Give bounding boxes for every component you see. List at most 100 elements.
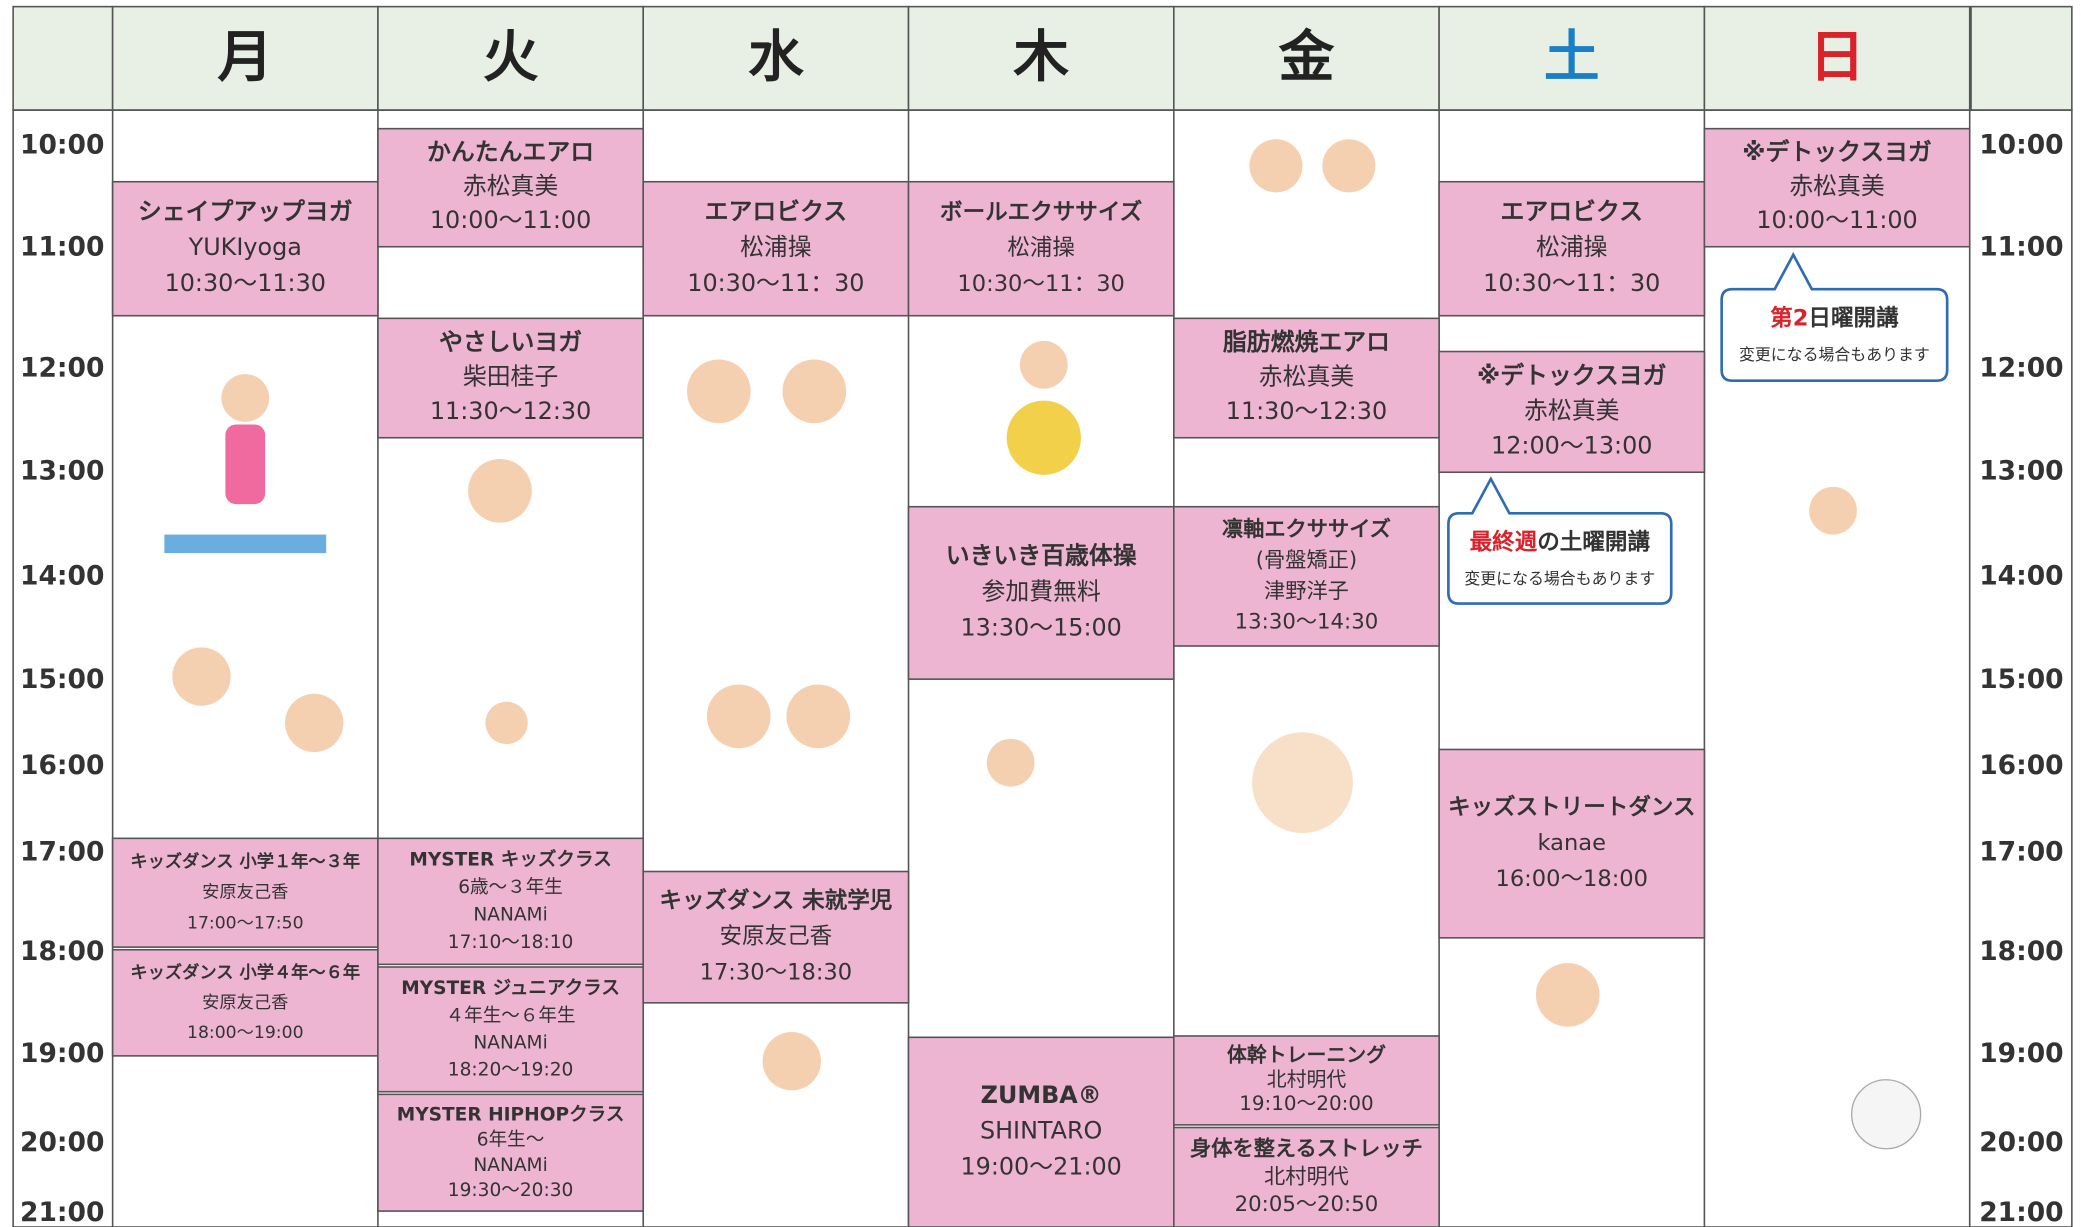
illustration: [1809, 486, 1857, 535]
illustration: [1249, 139, 1303, 193]
class-box: [1173, 317, 1440, 439]
class-box: [1438, 350, 1706, 474]
time-label: 21:00: [20, 1197, 104, 1227]
note-sub: 変更になる場合もあります: [1739, 345, 1930, 364]
header-cell: [642, 5, 910, 111]
time-label: 11:00: [1979, 232, 2063, 263]
note-title: 第2日曜開講: [1770, 304, 1899, 331]
class-detail: 10:30～11：30: [1483, 269, 1660, 297]
class-detail: ４年生～６年生: [446, 1005, 576, 1026]
header-cell: [12, 5, 114, 111]
day-label: 金: [1278, 25, 1335, 90]
class-detail: 赤松真美: [1259, 363, 1354, 391]
class-title: MYSTER ジュニアクラス: [401, 978, 620, 999]
class-detail: 赤松真美: [463, 172, 558, 200]
class-detail: 18:20～19:20: [448, 1060, 574, 1081]
illustration: [221, 374, 270, 422]
class-detail: 6年生～: [477, 1130, 545, 1151]
class-box: [377, 966, 645, 1093]
class-box: [377, 127, 645, 248]
note-text: の土曜開講: [1537, 528, 1650, 555]
callout: [1720, 251, 1949, 383]
header-cell: [1438, 5, 1706, 111]
class-detail: 19:10～20:00: [1239, 1092, 1373, 1115]
class-detail: 10:00～11:00: [1756, 206, 1917, 234]
class-detail: 赤松真美: [1524, 396, 1619, 424]
time-label: 13:00: [20, 456, 104, 487]
time-label: 18:00: [1979, 936, 2063, 967]
class-title: MYSTER キッズクラス: [409, 849, 611, 871]
class-detail: 安原友己香: [719, 924, 832, 950]
class-detail: 19:30～20:30: [448, 1180, 574, 1201]
illustration: [164, 534, 327, 554]
class-detail: 10:30～11：30: [957, 271, 1124, 297]
time-label: 14:00: [20, 561, 104, 592]
class-detail: 17:00～17:50: [187, 914, 304, 934]
class-title: キッズダンス 小学４年～６年: [130, 962, 360, 983]
time-label: 17:00: [20, 836, 104, 867]
illustration: [225, 424, 266, 505]
class-box: [907, 180, 1175, 317]
class-detail: 17:10～18:10: [448, 932, 574, 953]
time-label: 18:00: [20, 936, 104, 967]
class-detail: NANAMi: [473, 905, 547, 926]
class-box: [1703, 127, 1971, 248]
class-box: [111, 180, 379, 317]
class-detail: SHINTARO: [980, 1117, 1102, 1145]
note-title: 最終週の土曜開講: [1470, 528, 1651, 555]
illustration: [686, 359, 751, 424]
class-title: MYSTER HIPHOPクラス: [397, 1104, 625, 1125]
illustration: [762, 1032, 821, 1091]
day-label: 日: [1809, 25, 1865, 90]
day-label: 月: [217, 25, 273, 90]
time-label: 15:00: [20, 664, 104, 695]
class-detail: 17:30～18:30: [700, 959, 853, 985]
illustration: [782, 359, 847, 424]
class-box: [642, 870, 910, 1004]
class-title: ※デトックスヨガ: [1477, 361, 1667, 389]
note-sub: 変更になる場合もあります: [1464, 569, 1655, 588]
class-box: [907, 505, 1175, 680]
class-detail: 柴田桂子: [463, 363, 558, 391]
day-label: 土: [1544, 25, 1600, 90]
note-highlight: 最終週: [1470, 528, 1538, 555]
illustration: [1252, 732, 1353, 834]
class-detail: 13:30～14:30: [1235, 610, 1379, 635]
illustration: [285, 693, 344, 753]
time-label: 10:00: [1979, 129, 2063, 160]
class-detail: 13:30～15:00: [960, 613, 1121, 641]
day-label: 火: [483, 25, 539, 90]
class-title: エアロビクス: [705, 197, 847, 225]
day-label: 木: [1013, 25, 1069, 90]
class-detail: NANAMi: [473, 1032, 547, 1053]
class-detail: 12:00～13:00: [1491, 431, 1652, 459]
time-label: 11:00: [20, 232, 104, 263]
class-detail: kanae: [1538, 830, 1606, 856]
class-box: [1173, 505, 1440, 647]
illustrations: [164, 139, 1922, 1150]
class-detail: 安原友己香: [202, 883, 288, 903]
illustration: [172, 647, 231, 706]
class-detail: 10:30～11:30: [165, 269, 326, 297]
time-label: 14:00: [1979, 561, 2063, 592]
class-title: キッズダンス 未就学児: [659, 887, 892, 914]
note-text: 日曜開講: [1808, 304, 1899, 331]
day-label: 水: [748, 25, 804, 90]
time-label: 19:00: [20, 1038, 104, 1069]
class-box: [1173, 1035, 1440, 1126]
header-cell: [907, 5, 1175, 111]
class-title: ZUMBA®: [981, 1081, 1102, 1109]
class-box: [907, 1036, 1175, 1227]
class-title: ボールエクササイズ: [940, 198, 1143, 225]
class-box: [642, 180, 910, 317]
class-detail: 19:00～21:00: [960, 1152, 1121, 1180]
class-title: 身体を整えるストレッチ: [1190, 1135, 1423, 1161]
class-box: [1438, 748, 1706, 939]
class-box: [377, 317, 645, 439]
body-frame: [12, 109, 2073, 1227]
illustration: [1850, 1079, 1922, 1150]
header-cell: [377, 5, 645, 111]
class-title: 凛軸エクササイズ: [1222, 516, 1391, 542]
header-cell: [111, 5, 379, 111]
class-title: やさしいヨガ: [439, 328, 582, 356]
